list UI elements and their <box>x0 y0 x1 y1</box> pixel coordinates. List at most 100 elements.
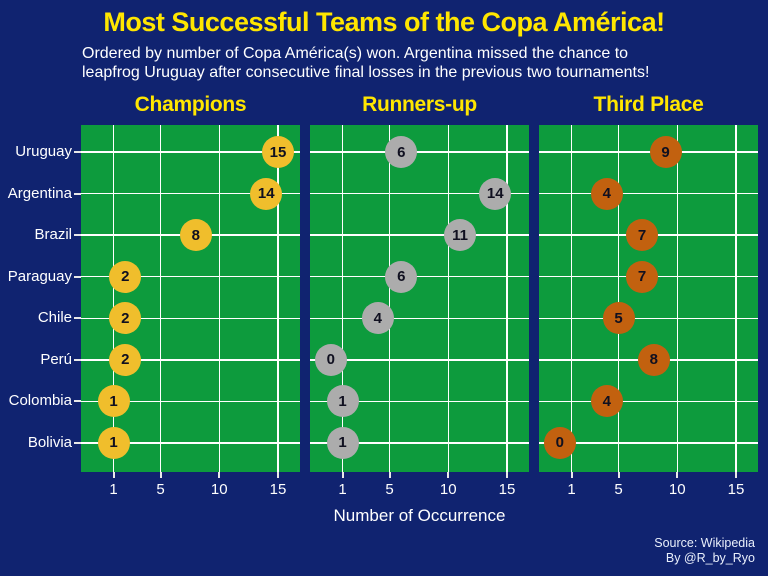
y-axis-tick <box>74 151 81 153</box>
data-point-value: 9 <box>661 143 670 161</box>
data-point-colombia-runners-up: 1 <box>326 385 359 418</box>
x-tick-label: 5 <box>614 481 623 498</box>
gridline-horizontal <box>310 151 529 153</box>
x-axis-tick <box>447 472 450 478</box>
data-point-value: 15 <box>269 143 287 161</box>
gridline-horizontal <box>310 317 529 320</box>
gridline-vertical <box>617 125 620 472</box>
data-point-value: 11 <box>452 226 468 244</box>
gridline-horizontal <box>310 400 529 403</box>
gridline-horizontal <box>539 192 758 195</box>
gridline-horizontal <box>539 400 758 403</box>
y-axis-tick <box>74 234 81 237</box>
y-axis-label-uruguay: Uruguay <box>15 143 72 160</box>
panel-title-third-place: Third Place <box>593 93 704 116</box>
panel-title-runners-up: Runners-up <box>362 93 477 116</box>
data-point-per--runners-up: 0 <box>314 343 347 376</box>
gridline-vertical <box>735 125 737 472</box>
data-point-value: 7 <box>637 226 647 244</box>
y-axis-label-brazil: Brazil <box>34 226 72 244</box>
x-tick-label: 15 <box>498 481 516 498</box>
data-point-colombia-champions: 1 <box>97 385 130 418</box>
data-point-value: 14 <box>257 185 275 203</box>
gridline-horizontal <box>310 192 529 195</box>
gridline-horizontal <box>539 317 758 320</box>
data-point-value: 8 <box>191 226 200 244</box>
data-point-per--champions: 2 <box>109 343 142 376</box>
gridline-vertical <box>388 125 391 472</box>
x-tick-label: 1 <box>567 481 576 498</box>
x-axis-tick <box>570 472 573 478</box>
x-tick-label: 15 <box>727 481 745 498</box>
gridline-vertical <box>218 125 220 472</box>
data-point-paraguay-runners-up: 6 <box>385 260 418 293</box>
x-axis-tick <box>506 472 508 478</box>
gridline-vertical <box>570 125 573 472</box>
gridline-vertical <box>159 125 162 472</box>
gridline-horizontal <box>81 359 300 361</box>
panel-champions: 15 14 8 2 2 2 1 1 <box>81 125 300 472</box>
data-point-value: 14 <box>486 185 504 203</box>
data-point-chile-runners-up: 4 <box>361 302 394 335</box>
data-point-value: 2 <box>121 309 130 327</box>
gridline-vertical <box>277 125 279 472</box>
y-axis-tick <box>74 317 81 320</box>
data-point-value: 6 <box>397 268 406 286</box>
x-axis-tick <box>388 472 391 478</box>
gridline-horizontal <box>539 151 758 153</box>
data-point-value: 4 <box>373 309 382 327</box>
x-tick-label: 1 <box>338 481 347 498</box>
data-point-argentina-runners-up: 14 <box>479 177 512 210</box>
y-axis-label-colombia: Colombia <box>8 392 72 410</box>
x-tick-label: 10 <box>439 481 457 498</box>
y-axis-label-bolivia: Bolivia <box>27 433 72 451</box>
x-axis-tick <box>617 472 620 478</box>
data-point-value: 4 <box>602 185 611 203</box>
data-point-uruguay-runners-up: 6 <box>385 136 418 168</box>
subtitle-line-2: leapfrog Uruguay after consecutive final… <box>82 64 650 81</box>
data-point-bolivia-champions: 1 <box>97 426 130 459</box>
data-point-chile-third-place: 5 <box>602 302 635 335</box>
x-axis-tick <box>159 472 162 478</box>
gridline-vertical <box>112 125 115 472</box>
gridline-horizontal <box>81 400 300 403</box>
x-tick-label: 1 <box>109 481 118 498</box>
gridline-horizontal <box>310 275 529 278</box>
panel-title-champions: Champions <box>134 93 247 116</box>
data-point-uruguay-champions: 15 <box>262 136 294 168</box>
data-point-value: 8 <box>649 351 658 369</box>
x-tick-label: 10 <box>210 481 228 498</box>
chart-subtitle: Ordered by number of Copa América(s) won… <box>82 44 649 82</box>
y-axis-tick <box>74 275 81 278</box>
x-axis-tick <box>218 472 221 478</box>
y-axis-label-per-: Perú <box>40 350 72 368</box>
data-point-paraguay-champions: 2 <box>109 260 142 293</box>
gridline-horizontal <box>81 317 300 320</box>
y-axis-label-argentina: Argentina <box>7 184 72 202</box>
data-point-value: 1 <box>109 434 118 452</box>
data-point-brazil-champions: 8 <box>179 219 212 252</box>
y-axis-tick <box>74 192 81 195</box>
gridline-horizontal <box>81 442 300 444</box>
gridline-vertical <box>506 125 508 472</box>
gridline-horizontal <box>310 442 529 444</box>
x-axis-tick <box>676 472 679 478</box>
data-point-chile-champions: 2 <box>109 302 142 335</box>
y-axis-tick <box>74 441 81 444</box>
data-point-value: 0 <box>326 351 335 369</box>
y-axis-tick <box>74 400 81 403</box>
x-axis-tick <box>341 472 344 478</box>
data-point-value: 4 <box>602 392 611 410</box>
byline-text: By @R_by_Ryo <box>665 551 755 565</box>
gridline-horizontal <box>81 192 300 195</box>
x-axis-tick <box>735 472 737 478</box>
x-tick-label: 5 <box>156 481 165 498</box>
data-point-value: 7 <box>637 268 647 286</box>
data-point-bolivia-runners-up: 1 <box>326 426 359 459</box>
y-axis-label-paraguay: Paraguay <box>7 267 72 285</box>
data-point-value: 2 <box>121 268 130 286</box>
gridline-horizontal <box>539 442 758 444</box>
data-point-value: 2 <box>121 351 130 369</box>
data-point-colombia-third-place: 4 <box>590 385 623 418</box>
data-point-brazil-third-place: 7 <box>626 219 658 252</box>
